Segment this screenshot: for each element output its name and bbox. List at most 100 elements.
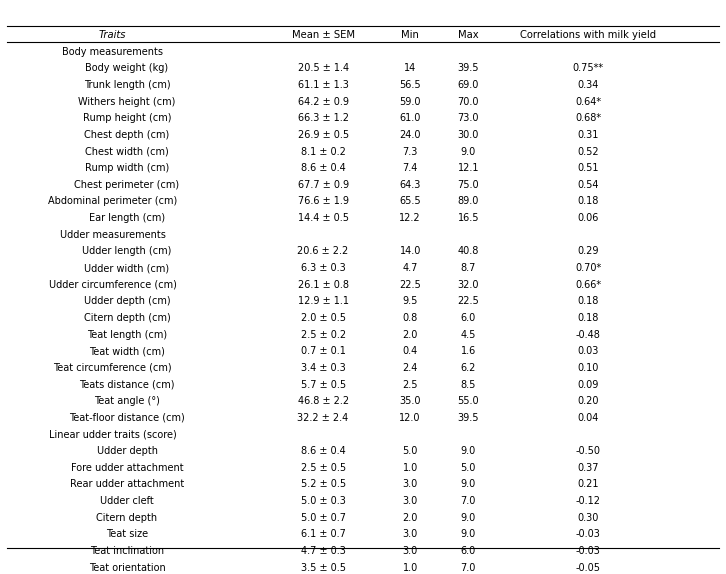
Text: 9.0: 9.0 bbox=[460, 146, 476, 157]
Text: 8.6 ± 0.4: 8.6 ± 0.4 bbox=[301, 163, 346, 173]
Text: Udder width (cm): Udder width (cm) bbox=[84, 263, 170, 273]
Text: 39.5: 39.5 bbox=[457, 413, 479, 423]
Text: 73.0: 73.0 bbox=[457, 113, 479, 123]
Text: 24.0: 24.0 bbox=[399, 130, 421, 140]
Text: 64.2 ± 0.9: 64.2 ± 0.9 bbox=[298, 96, 348, 107]
Text: 12.9 ± 1.1: 12.9 ± 1.1 bbox=[298, 296, 348, 307]
Text: 35.0: 35.0 bbox=[399, 396, 421, 406]
Text: 61.0: 61.0 bbox=[399, 113, 421, 123]
Text: 4.5: 4.5 bbox=[460, 329, 476, 340]
Text: Citern depth: Citern depth bbox=[97, 513, 158, 523]
Text: 1.6: 1.6 bbox=[460, 346, 476, 356]
Text: 8.7: 8.7 bbox=[460, 263, 476, 273]
Text: 0.51: 0.51 bbox=[577, 163, 599, 173]
Text: 0.70*: 0.70* bbox=[575, 263, 601, 273]
Text: 76.6 ± 1.9: 76.6 ± 1.9 bbox=[298, 196, 348, 207]
Text: 0.4: 0.4 bbox=[402, 346, 418, 356]
Text: 3.0: 3.0 bbox=[402, 479, 418, 490]
Text: 40.8: 40.8 bbox=[457, 246, 479, 257]
Text: 3.0: 3.0 bbox=[402, 546, 418, 556]
Text: 0.09: 0.09 bbox=[577, 379, 599, 390]
Text: Traits: Traits bbox=[99, 30, 126, 40]
Text: Teat inclination: Teat inclination bbox=[90, 546, 164, 556]
Text: 6.0: 6.0 bbox=[460, 546, 476, 556]
Text: 0.20: 0.20 bbox=[577, 396, 599, 406]
Text: 0.31: 0.31 bbox=[577, 130, 599, 140]
Text: 7.0: 7.0 bbox=[460, 563, 476, 573]
Text: Body weight (kg): Body weight (kg) bbox=[86, 63, 168, 73]
Text: 3.0: 3.0 bbox=[402, 496, 418, 506]
Text: 0.68*: 0.68* bbox=[575, 113, 601, 123]
Text: Citern depth (cm): Citern depth (cm) bbox=[83, 313, 171, 323]
Text: 32.0: 32.0 bbox=[457, 280, 479, 290]
Text: 5.7 ± 0.5: 5.7 ± 0.5 bbox=[301, 379, 346, 390]
Text: Ear length (cm): Ear length (cm) bbox=[89, 213, 165, 223]
Text: 6.2: 6.2 bbox=[460, 363, 476, 373]
Text: 2.5 ± 0.2: 2.5 ± 0.2 bbox=[301, 329, 346, 340]
Text: Teat circumference (cm): Teat circumference (cm) bbox=[53, 363, 172, 373]
Text: 1.0: 1.0 bbox=[402, 563, 418, 573]
Text: Rear udder attachment: Rear udder attachment bbox=[70, 479, 184, 490]
Text: 39.5: 39.5 bbox=[457, 63, 479, 73]
Text: 0.30: 0.30 bbox=[577, 513, 599, 523]
Text: Min: Min bbox=[401, 30, 419, 40]
Text: 7.0: 7.0 bbox=[460, 496, 476, 506]
Text: 20.6 ± 2.2: 20.6 ± 2.2 bbox=[298, 246, 348, 257]
Text: 26.1 ± 0.8: 26.1 ± 0.8 bbox=[298, 280, 348, 290]
Text: Correlations with milk yield: Correlations with milk yield bbox=[520, 30, 656, 40]
Text: 0.75**: 0.75** bbox=[573, 63, 603, 73]
Text: 20.5 ± 1.4: 20.5 ± 1.4 bbox=[298, 63, 348, 73]
Text: Teat-floor distance (cm): Teat-floor distance (cm) bbox=[69, 413, 185, 423]
Text: 56.5: 56.5 bbox=[399, 80, 421, 90]
Text: 1.0: 1.0 bbox=[402, 463, 418, 473]
Text: 0.04: 0.04 bbox=[577, 413, 599, 423]
Text: 16.5: 16.5 bbox=[457, 213, 479, 223]
Text: Teat width (cm): Teat width (cm) bbox=[89, 346, 165, 356]
Text: Abdominal perimeter (cm): Abdominal perimeter (cm) bbox=[48, 196, 177, 207]
Text: Teat angle (°): Teat angle (°) bbox=[94, 396, 160, 406]
Text: 2.5 ± 0.5: 2.5 ± 0.5 bbox=[301, 463, 346, 473]
Text: Linear udder traits (score): Linear udder traits (score) bbox=[49, 429, 176, 440]
Text: 9.5: 9.5 bbox=[402, 296, 418, 307]
Text: 0.18: 0.18 bbox=[577, 296, 599, 307]
Text: 9.0: 9.0 bbox=[460, 513, 476, 523]
Text: 0.54: 0.54 bbox=[577, 180, 599, 190]
Text: -0.03: -0.03 bbox=[576, 529, 600, 540]
Text: Fore udder attachment: Fore udder attachment bbox=[70, 463, 184, 473]
Text: 5.0: 5.0 bbox=[460, 463, 476, 473]
Text: Udder cleft: Udder cleft bbox=[100, 496, 154, 506]
Text: 2.5: 2.5 bbox=[402, 379, 418, 390]
Text: Udder measurements: Udder measurements bbox=[60, 230, 166, 240]
Text: 3.0: 3.0 bbox=[402, 529, 418, 540]
Text: 61.1 ± 1.3: 61.1 ± 1.3 bbox=[298, 80, 348, 90]
Text: 2.0 ± 0.5: 2.0 ± 0.5 bbox=[301, 313, 346, 323]
Text: 0.34: 0.34 bbox=[577, 80, 599, 90]
Text: 2.0: 2.0 bbox=[402, 329, 418, 340]
Text: -0.12: -0.12 bbox=[576, 496, 600, 506]
Text: 22.5: 22.5 bbox=[457, 296, 479, 307]
Text: Chest depth (cm): Chest depth (cm) bbox=[84, 130, 170, 140]
Text: 69.0: 69.0 bbox=[457, 80, 479, 90]
Text: 9.0: 9.0 bbox=[460, 529, 476, 540]
Text: Chest width (cm): Chest width (cm) bbox=[85, 146, 169, 157]
Text: 26.9 ± 0.5: 26.9 ± 0.5 bbox=[298, 130, 348, 140]
Text: 0.06: 0.06 bbox=[577, 213, 599, 223]
Text: 22.5: 22.5 bbox=[399, 280, 421, 290]
Text: 89.0: 89.0 bbox=[457, 196, 479, 207]
Text: 14: 14 bbox=[404, 63, 416, 73]
Text: 64.3: 64.3 bbox=[399, 180, 421, 190]
Text: 12.0: 12.0 bbox=[399, 413, 421, 423]
Text: Trunk length (cm): Trunk length (cm) bbox=[83, 80, 171, 90]
Text: 6.3 ± 0.3: 6.3 ± 0.3 bbox=[301, 263, 346, 273]
Text: 5.0: 5.0 bbox=[402, 446, 418, 456]
Text: Udder depth: Udder depth bbox=[97, 446, 158, 456]
Text: 2.4: 2.4 bbox=[402, 363, 418, 373]
Text: 12.1: 12.1 bbox=[457, 163, 479, 173]
Text: 65.5: 65.5 bbox=[399, 196, 421, 207]
Text: 5.0 ± 0.7: 5.0 ± 0.7 bbox=[301, 513, 346, 523]
Text: 46.8 ± 2.2: 46.8 ± 2.2 bbox=[298, 396, 348, 406]
Text: 14.0: 14.0 bbox=[399, 246, 421, 257]
Text: 0.03: 0.03 bbox=[577, 346, 599, 356]
Text: Rump width (cm): Rump width (cm) bbox=[85, 163, 169, 173]
Text: -0.03: -0.03 bbox=[576, 546, 600, 556]
